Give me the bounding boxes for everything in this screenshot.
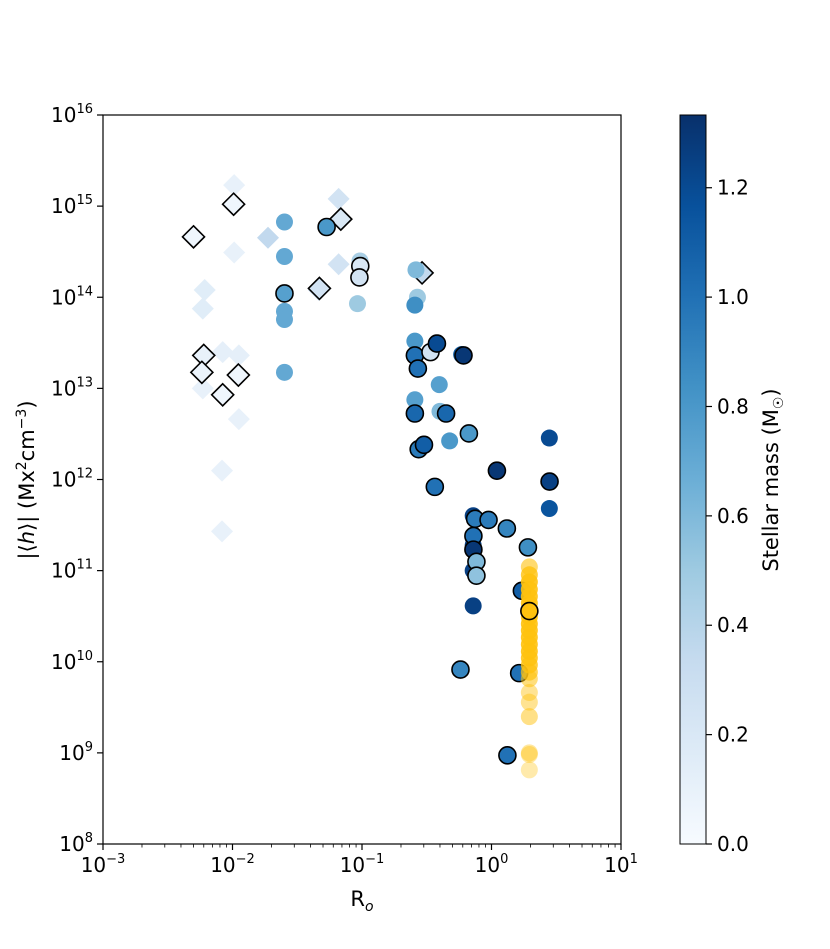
sun-like-marker bbox=[520, 708, 538, 726]
x-axis-label-subscript: o bbox=[365, 899, 374, 915]
diamond-marker bbox=[191, 377, 214, 400]
circle-marker bbox=[430, 376, 448, 394]
colorbar-tick-label: 1.2 bbox=[717, 176, 749, 200]
x-tick-label: 10−1 bbox=[340, 852, 385, 877]
circle-marker bbox=[479, 510, 498, 530]
circle-marker bbox=[425, 477, 445, 497]
x-axis: 10−3 10−2 10−1 100 101 bbox=[81, 844, 638, 877]
y-tick-label: 1011 bbox=[51, 558, 93, 583]
circle-marker bbox=[540, 500, 558, 518]
circle-marker bbox=[406, 296, 424, 314]
circle-marker bbox=[464, 597, 482, 615]
diamond-marker bbox=[221, 192, 246, 217]
sun-like-marker bbox=[520, 744, 538, 762]
diamond-marker bbox=[211, 341, 234, 364]
circle-marker bbox=[518, 538, 538, 557]
diamond-marker bbox=[227, 344, 250, 367]
x-tick-label: 10−2 bbox=[210, 852, 255, 877]
circle-marker bbox=[408, 359, 428, 378]
diamond-marker bbox=[181, 224, 206, 249]
colorbar-tick-label: 0.2 bbox=[717, 723, 749, 747]
colorbar-tick-label: 0.6 bbox=[717, 504, 749, 528]
x-tick-label: 100 bbox=[475, 852, 509, 877]
colorbar-ticks: 0.0 0.2 0.4 0.6 0.8 1.0 1.2 bbox=[706, 176, 749, 856]
diamond-marker bbox=[327, 187, 350, 210]
circle-marker bbox=[436, 404, 456, 423]
circle-marker bbox=[498, 746, 517, 765]
x-tick-label: 10−3 bbox=[81, 852, 126, 877]
circle-marker bbox=[459, 424, 479, 443]
circle-marker bbox=[405, 404, 425, 423]
diamond-marker bbox=[211, 459, 234, 482]
circle-marker bbox=[406, 332, 424, 350]
colorbar-tick-label: 0.8 bbox=[717, 394, 749, 418]
y-tick-label: 108 bbox=[59, 831, 93, 856]
diamond-marker bbox=[191, 297, 214, 320]
circle-marker bbox=[348, 295, 366, 313]
y-tick-label: 1010 bbox=[51, 649, 93, 674]
circle-marker bbox=[487, 461, 507, 480]
y-tick-label: 1013 bbox=[51, 375, 93, 400]
circle-marker bbox=[427, 334, 447, 353]
circle-marker bbox=[275, 213, 293, 231]
circle-marker bbox=[540, 472, 559, 491]
circle-marker bbox=[275, 363, 293, 381]
sun-like-marker bbox=[520, 601, 539, 621]
x-tick-label: 101 bbox=[604, 852, 638, 877]
circle-marker bbox=[497, 519, 517, 538]
circle-marker bbox=[350, 268, 369, 287]
colorbar-tick-label: 0.0 bbox=[717, 832, 749, 856]
diamond-marker bbox=[257, 226, 280, 249]
colorbar-tick-label: 0.4 bbox=[717, 613, 749, 637]
y-tick-label: 1015 bbox=[51, 193, 93, 218]
data-markers bbox=[181, 174, 559, 779]
circle-marker bbox=[451, 660, 470, 679]
diamond-marker bbox=[210, 382, 235, 407]
y-tick-label: 1014 bbox=[51, 284, 93, 309]
circle-marker bbox=[454, 346, 473, 365]
circle-marker bbox=[275, 310, 293, 328]
diamond-marker bbox=[307, 276, 332, 301]
diamond-marker bbox=[223, 241, 246, 264]
y-axis-label: |⟨h⟩| (Mx2cm−3) bbox=[14, 400, 40, 559]
y-tick-label: 109 bbox=[59, 740, 93, 765]
circle-marker bbox=[407, 261, 425, 279]
circle-marker bbox=[467, 566, 486, 585]
diamond-marker bbox=[193, 279, 216, 302]
circle-marker bbox=[275, 284, 294, 303]
diamond-marker bbox=[211, 520, 234, 543]
circle-marker bbox=[441, 432, 459, 450]
circle-marker bbox=[275, 248, 293, 266]
circle-marker bbox=[406, 391, 424, 409]
diamond-marker bbox=[223, 174, 246, 197]
x-axis-label: Ro bbox=[350, 887, 373, 915]
sun-like-marker bbox=[520, 683, 538, 701]
y-tick-label: 1016 bbox=[51, 102, 93, 127]
colorbar-tick-label: 1.0 bbox=[717, 285, 749, 309]
circle-marker bbox=[317, 217, 336, 237]
diamond-marker bbox=[189, 360, 214, 385]
sun-like-marker bbox=[520, 745, 538, 763]
colorbar-label: Stellar mass (M☉) bbox=[759, 388, 787, 571]
circle-marker bbox=[540, 429, 558, 447]
sun-like-marker bbox=[520, 693, 538, 711]
diamond-marker bbox=[226, 362, 251, 388]
sun-like-marker bbox=[520, 670, 538, 688]
diamond-marker bbox=[227, 408, 250, 431]
y-axis: 108 109 1010 1011 1012 1013 1014 1015 1016 bbox=[51, 102, 103, 856]
circle-marker bbox=[414, 435, 434, 455]
diamond-marker bbox=[327, 253, 350, 276]
sun-like-marker bbox=[520, 761, 538, 779]
y-tick-label: 1012 bbox=[51, 467, 93, 492]
colorbar bbox=[679, 114, 707, 845]
